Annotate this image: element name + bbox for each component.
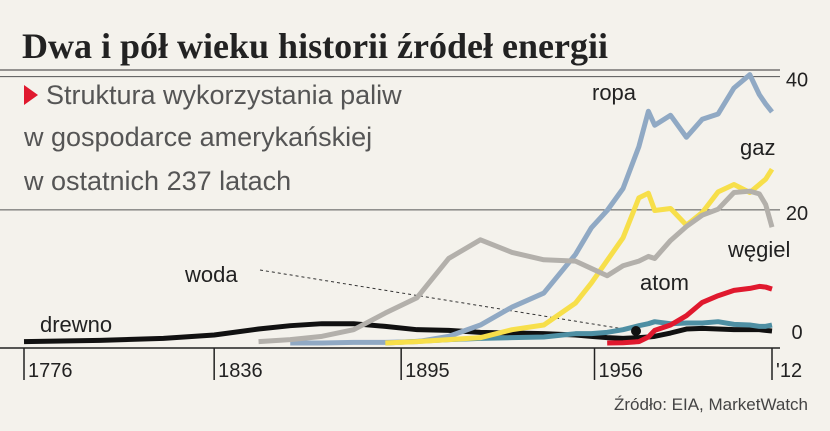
x-tick-label: 1776 <box>28 360 73 382</box>
subtitle: w ostatnich 237 latach <box>23 166 291 196</box>
series-label: woda <box>184 262 238 287</box>
subtitle: Struktura wykorzystania paliw <box>46 80 402 110</box>
y-tick-label: 20 <box>786 203 808 225</box>
series-label: atom <box>640 270 689 295</box>
series-label: ropa <box>592 80 637 105</box>
series-label: drewno <box>40 312 112 337</box>
series-line <box>258 188 775 345</box>
annotation-dot <box>631 326 641 336</box>
source: Źródło: EIA, MarketWatch <box>614 395 808 414</box>
x-tick-label: 1895 <box>405 360 450 382</box>
series-line <box>385 167 775 346</box>
series-line <box>385 319 773 346</box>
series-label: gaz <box>740 135 775 160</box>
y-tick-label: 0 <box>791 322 802 344</box>
x-tick-label: 1836 <box>218 360 263 382</box>
chart-title: Dwa i pół wieku historii źródeł energii <box>22 26 608 66</box>
series-label: węgiel <box>727 237 790 262</box>
subtitle: w gospodarce amerykańskiej <box>23 122 372 152</box>
y-tick-label: 40 <box>786 70 808 92</box>
x-tick-label: '12 <box>776 360 802 382</box>
series-line <box>607 283 773 346</box>
x-tick-label: 1956 <box>599 360 644 382</box>
bullet <box>24 85 38 105</box>
